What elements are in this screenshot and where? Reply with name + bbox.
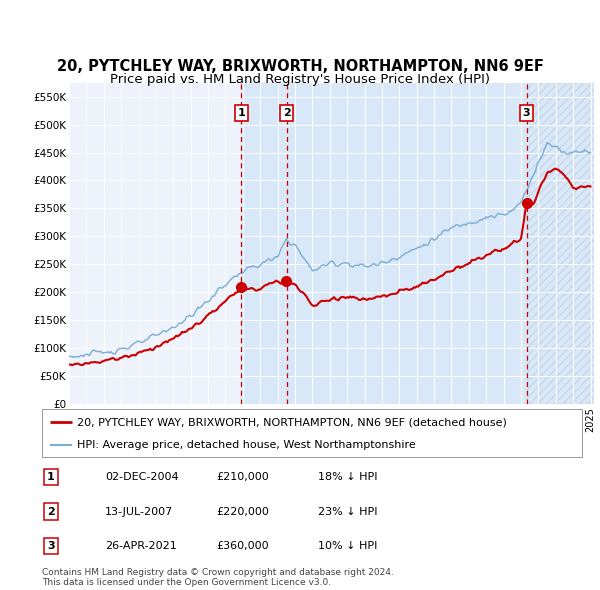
Text: £360,000: £360,000: [216, 542, 269, 551]
Text: Price paid vs. HM Land Registry's House Price Index (HPI): Price paid vs. HM Land Registry's House …: [110, 73, 490, 86]
Text: 10% ↓ HPI: 10% ↓ HPI: [318, 542, 377, 551]
Text: 3: 3: [47, 542, 55, 551]
Text: 1: 1: [47, 472, 55, 481]
Bar: [527, 83, 594, 404]
Text: 13-JUL-2007: 13-JUL-2007: [105, 507, 173, 516]
Text: Contains HM Land Registry data © Crown copyright and database right 2024.
This d: Contains HM Land Registry data © Crown c…: [42, 568, 394, 587]
Text: 02-DEC-2004: 02-DEC-2004: [105, 472, 179, 481]
Text: £220,000: £220,000: [216, 507, 269, 516]
Bar: [241, 83, 287, 404]
Text: 18% ↓ HPI: 18% ↓ HPI: [318, 472, 377, 481]
Text: 20, PYTCHLEY WAY, BRIXWORTH, NORTHAMPTON, NN6 9EF (detached house): 20, PYTCHLEY WAY, BRIXWORTH, NORTHAMPTON…: [77, 417, 507, 427]
Text: HPI: Average price, detached house, West Northamptonshire: HPI: Average price, detached house, West…: [77, 440, 416, 450]
Text: 20, PYTCHLEY WAY, BRIXWORTH, NORTHAMPTON, NN6 9EF: 20, PYTCHLEY WAY, BRIXWORTH, NORTHAMPTON…: [56, 59, 544, 74]
Text: 26-APR-2021: 26-APR-2021: [105, 542, 177, 551]
Text: 3: 3: [523, 108, 530, 118]
Text: £210,000: £210,000: [216, 472, 269, 481]
Bar: [287, 83, 527, 404]
Bar: [527, 83, 594, 404]
Text: 1: 1: [238, 108, 245, 118]
Text: 2: 2: [47, 507, 55, 516]
Text: 23% ↓ HPI: 23% ↓ HPI: [318, 507, 377, 516]
Text: 2: 2: [283, 108, 290, 118]
